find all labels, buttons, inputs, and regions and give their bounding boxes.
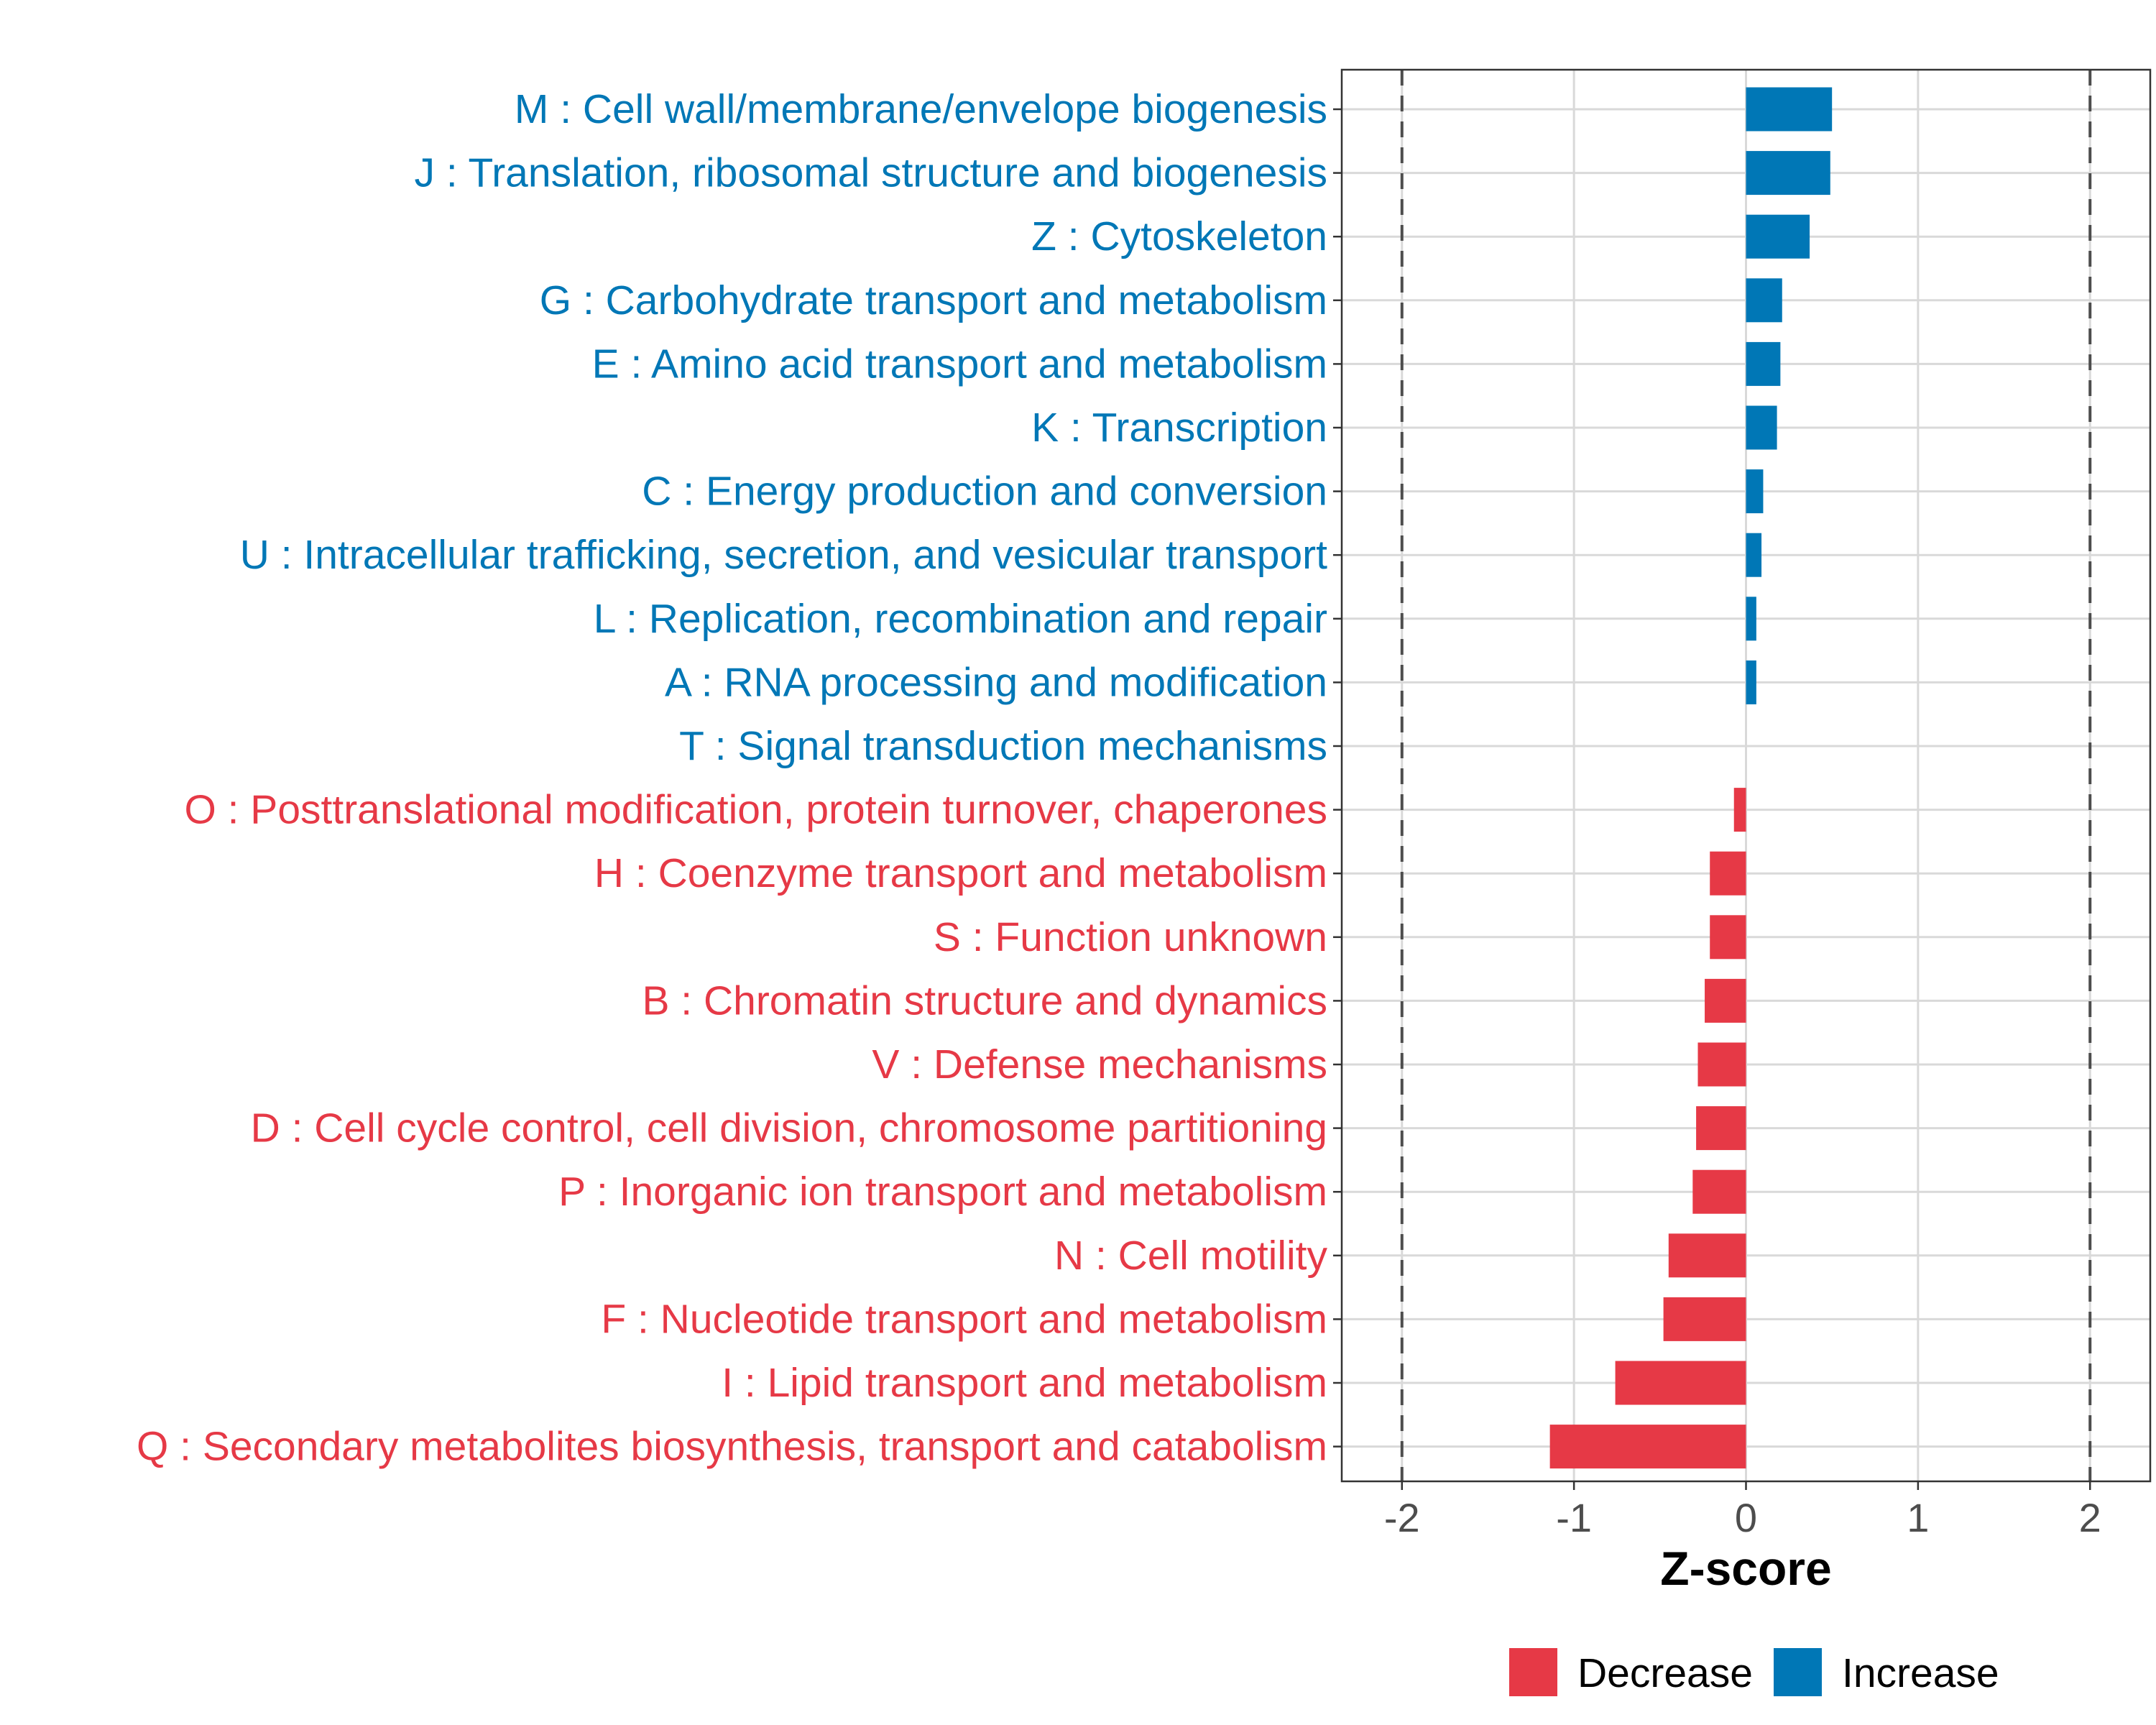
legend: Decrease Increase bbox=[1509, 1648, 1999, 1696]
bar bbox=[1705, 978, 1746, 1023]
bar bbox=[1746, 533, 1762, 577]
bar bbox=[1746, 341, 1781, 386]
bar bbox=[1549, 1425, 1746, 1469]
legend-label: Decrease bbox=[1577, 1650, 1753, 1696]
category-label: L : Replication, recombination and repai… bbox=[594, 596, 1327, 642]
bar bbox=[1746, 405, 1777, 450]
bar bbox=[1697, 1042, 1746, 1087]
x-tick-label: 1 bbox=[1907, 1495, 1929, 1540]
bar bbox=[1746, 151, 1830, 196]
x-tick-label: 0 bbox=[1735, 1495, 1757, 1540]
x-tick-label: -2 bbox=[1384, 1495, 1420, 1540]
category-label: U : Intracellular trafficking, secretion… bbox=[240, 532, 1327, 578]
category-label: E : Amino acid transport and metabolism bbox=[592, 341, 1327, 387]
category-label: A : RNA processing and modification bbox=[665, 659, 1327, 705]
category-label: H : Coenzyme transport and metabolism bbox=[594, 850, 1327, 896]
bar bbox=[1710, 851, 1746, 896]
category-label: I : Lipid transport and metabolism bbox=[722, 1360, 1327, 1406]
category-label: M : Cell wall/membrane/envelope biogenes… bbox=[515, 86, 1327, 132]
category-label: C : Energy production and conversion bbox=[642, 469, 1327, 515]
bar-layer bbox=[1549, 87, 1833, 1469]
legend-swatch bbox=[1509, 1648, 1557, 1696]
category-label: B : Chromatin structure and dynamics bbox=[642, 978, 1327, 1024]
bar bbox=[1746, 214, 1810, 259]
bar bbox=[1746, 660, 1756, 704]
legend-label: Increase bbox=[1842, 1650, 1999, 1696]
bar bbox=[1746, 87, 1833, 132]
bar bbox=[1668, 1233, 1746, 1278]
legend-swatch bbox=[1774, 1648, 1822, 1696]
category-label: D : Cell cycle control, cell division, c… bbox=[251, 1105, 1327, 1151]
bar bbox=[1710, 915, 1746, 960]
bar bbox=[1692, 1169, 1746, 1214]
bar bbox=[1746, 469, 1764, 514]
bar bbox=[1733, 788, 1746, 832]
x-axis-title: Z-score bbox=[1660, 1542, 1831, 1595]
bar bbox=[1663, 1297, 1746, 1341]
category-label-layer: M : Cell wall/membrane/envelope biogenes… bbox=[137, 86, 1342, 1470]
reference-line-layer bbox=[1400, 70, 2092, 1481]
x-axis-ticks: -2 -1 0 1 2 bbox=[1384, 1481, 2101, 1540]
x-tick-label: 2 bbox=[2079, 1495, 2101, 1540]
category-label: T : Signal transduction mechanisms bbox=[679, 723, 1327, 769]
category-label: J : Translation, ribosomal structure and… bbox=[415, 150, 1327, 196]
bar bbox=[1615, 1361, 1746, 1405]
category-label: S : Function unknown bbox=[934, 914, 1327, 960]
category-label: Q : Secondary metabolites biosynthesis, … bbox=[137, 1424, 1327, 1470]
category-label: N : Cell motility bbox=[1054, 1233, 1328, 1279]
bar bbox=[1746, 597, 1756, 641]
category-label: P : Inorganic ion transport and metaboli… bbox=[558, 1169, 1327, 1215]
x-tick-label: -1 bbox=[1556, 1495, 1592, 1540]
category-label: Z : Cytoskeleton bbox=[1031, 213, 1327, 259]
category-label: G : Carbohydrate transport and metabolis… bbox=[540, 277, 1327, 323]
category-label: O : Posttranslational modification, prot… bbox=[184, 787, 1327, 833]
category-label: F : Nucleotide transport and metabolism bbox=[601, 1296, 1327, 1342]
category-label: K : Transcription bbox=[1031, 405, 1327, 451]
bar bbox=[1696, 1106, 1746, 1151]
bar bbox=[1746, 278, 1782, 323]
category-label: V : Defense mechanisms bbox=[872, 1041, 1327, 1087]
